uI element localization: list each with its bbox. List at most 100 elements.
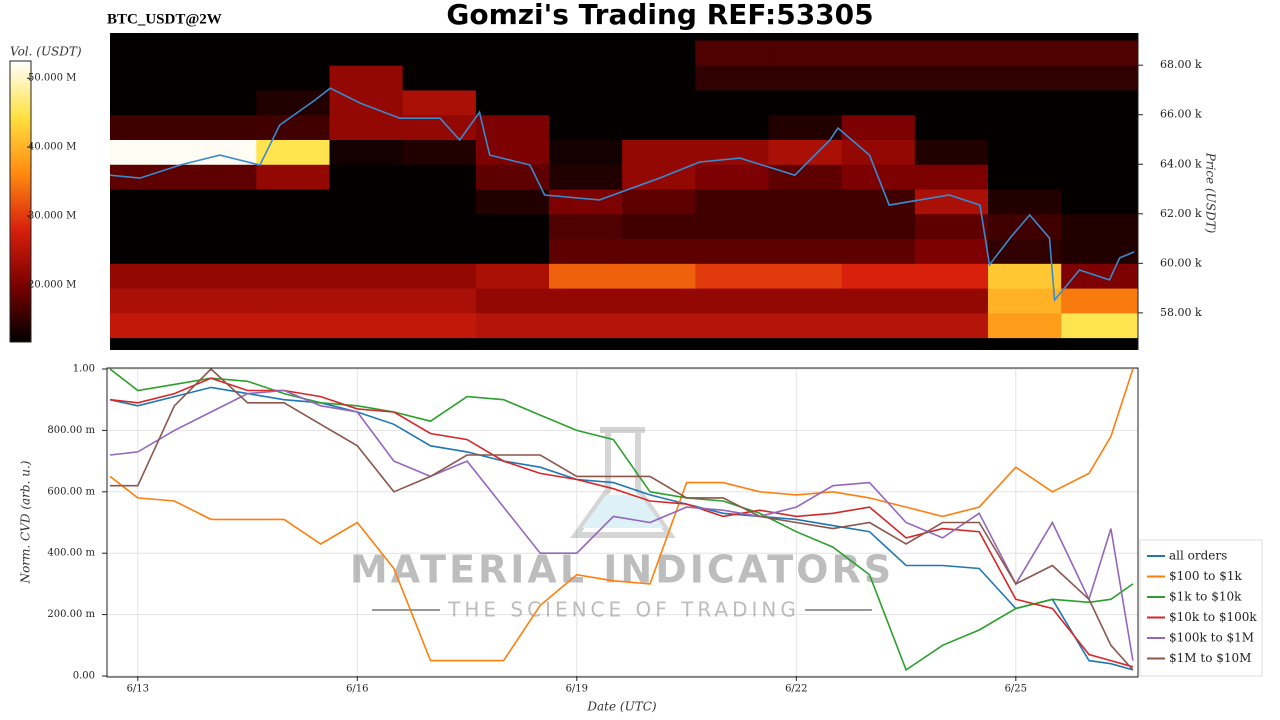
heatmap-cell: [549, 139, 623, 165]
heatmap-cell: [988, 164, 1062, 190]
heatmap-cell: [695, 213, 770, 240]
heatmap-cell: [549, 114, 623, 140]
heatmap-cell: [768, 65, 843, 91]
heatmap-cell: [914, 65, 989, 91]
heatmap-cell: [329, 164, 404, 190]
colorbar: [9, 60, 32, 343]
heatmap-cell: [841, 114, 916, 140]
watermark-icon: [570, 427, 676, 538]
y-axis-label: Price (USDT): [1204, 152, 1218, 234]
heatmap-cell: [549, 263, 623, 289]
heatmap-cell: [988, 213, 1062, 240]
heatmap-cell: [549, 213, 623, 240]
heatmap-cell: [402, 65, 477, 91]
y-tick-label: 1.00: [73, 364, 95, 375]
y-tick-label: 400.00 m: [47, 548, 95, 559]
x-tick-label: 6/25: [1005, 684, 1027, 695]
heatmap-cell: [256, 213, 331, 240]
heatmap-cell: [256, 263, 331, 289]
heatmap-cell: [475, 89, 550, 116]
y-tick-label: 800.00 m: [47, 425, 95, 436]
heatmap-cell: [256, 288, 331, 314]
heatmap-cell: [183, 189, 257, 215]
heatmap-cell: [988, 189, 1062, 215]
heatmap-cell: [622, 312, 696, 339]
heatmap-cell: [1061, 114, 1139, 140]
heatmap-cell: [256, 89, 331, 116]
heatmap-cell: [549, 40, 623, 66]
watermark-title: MATERIAL INDICATORS: [350, 548, 894, 592]
heatmap-cell: [914, 263, 989, 289]
heatmap-cell: [329, 213, 404, 240]
heatmap-cell: [549, 89, 623, 116]
heatmap-cell: [695, 164, 770, 190]
heatmap-cell: [841, 139, 916, 165]
price-line: [109, 87, 1135, 303]
heatmap-cell: [402, 164, 477, 190]
heatmap-cell: [110, 40, 184, 66]
heatmap-cell: [329, 263, 404, 289]
heatmap-cell: [695, 89, 770, 116]
heatmap-cell: [988, 114, 1062, 140]
heatmap-cell: [622, 114, 696, 140]
heatmap-cell: [695, 238, 770, 264]
heatmap-cell: [622, 189, 696, 215]
colorbar-tick-label: 50.000 M: [28, 73, 76, 84]
x-tick-label: 6/13: [127, 684, 149, 695]
legend: [1139, 539, 1263, 677]
heatmap-cell: [914, 40, 989, 66]
heatmap-cell: [475, 263, 550, 289]
heatmap-cell: [329, 40, 404, 66]
heatmap-cell: [988, 288, 1062, 314]
heatmap-cell: [914, 238, 989, 264]
heatmap-cell: [256, 40, 331, 66]
heatmap-cell: [841, 40, 916, 66]
heatmap-cell: [914, 164, 989, 190]
heatmap-cell: [402, 312, 477, 339]
heatmap-cell: [841, 238, 916, 264]
heatmap-cell: [256, 139, 331, 165]
heatmap-cell: [256, 312, 331, 339]
y-tick-label: 64.00 k: [1160, 157, 1202, 170]
heatmap-cell: [183, 164, 257, 190]
x-tick-label: 6/19: [566, 684, 588, 695]
heatmap-cell: [329, 139, 404, 165]
heatmap-cell: [768, 288, 843, 314]
y-axis-label: Norm. CVD (arb. u.): [19, 460, 33, 584]
heatmap-cell: [622, 89, 696, 116]
heatmap-cell: [110, 65, 184, 91]
y-tick-label: 200.00 m: [47, 609, 95, 620]
heatmap-cell: [768, 213, 843, 240]
cvd-line: [109, 386, 1134, 671]
heatmap-cell: [988, 65, 1062, 91]
heatmap-cell: [914, 288, 989, 314]
heatmap-cell: [622, 213, 696, 240]
heatmap-cell: [1061, 89, 1139, 116]
x-axis-label: Date (UTC): [586, 700, 656, 714]
colorbar-tick-label: 40.000 M: [28, 142, 76, 153]
heatmap-cell: [841, 213, 916, 240]
plot-frame: [106, 367, 1139, 678]
heatmap-cell: [402, 40, 477, 66]
heatmap-cell: [402, 89, 477, 116]
heatmap-cell: [622, 288, 696, 314]
heatmap-cell: [622, 40, 696, 66]
heatmap-cell: [183, 89, 257, 116]
heatmap-cell: [402, 189, 477, 215]
heatmap-cell: [841, 189, 916, 215]
y-tick-label: 600.00 m: [47, 486, 95, 497]
heatmap-cell: [256, 114, 331, 140]
y-tick-label: 0.00: [73, 671, 95, 682]
heatmap-cell: [475, 213, 550, 240]
cvd-line: [109, 389, 1134, 661]
heatmap-cell: [988, 263, 1062, 289]
heatmap-cell: [402, 139, 477, 165]
heatmap-cell: [110, 139, 184, 165]
heatmap-cell: [768, 164, 843, 190]
heatmap-cell: [988, 312, 1062, 339]
heatmap-cell: [768, 139, 843, 165]
heatmap-cell: [1061, 213, 1139, 240]
heatmap-cell: [1061, 238, 1139, 264]
heatmap-cell: [402, 288, 477, 314]
heatmap-cell: [475, 114, 550, 140]
